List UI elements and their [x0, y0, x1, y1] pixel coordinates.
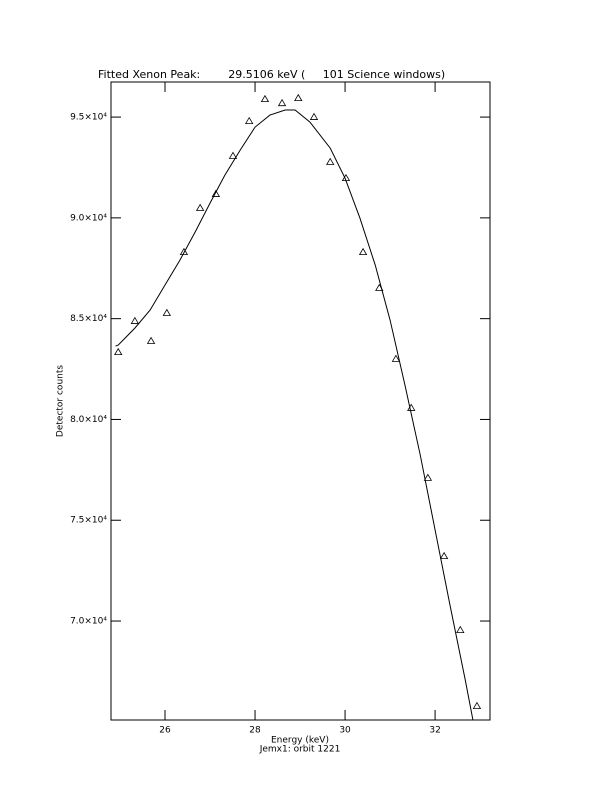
x-axis-label: Energy (keV): [271, 736, 329, 746]
chart-title: Fitted Xenon Peak: 29.5106 keV ( 101 Sci…: [98, 68, 445, 81]
data-point: [472, 701, 482, 709]
y-tick-label: 9.5×10⁴: [70, 113, 107, 123]
y-tick-label: 8.5×10⁴: [70, 314, 107, 324]
plot-frame: [110, 81, 491, 721]
plot-area: [114, 93, 482, 720]
x-tick-label: 30: [339, 726, 351, 736]
x-tick-label: 32: [429, 726, 440, 736]
data-point: [391, 354, 401, 362]
x-tick-label: 26: [159, 726, 171, 736]
data-point: [211, 189, 221, 197]
data-point: [179, 247, 189, 256]
data-point: [146, 336, 156, 344]
y-tick-label: 7.0×10⁴: [70, 617, 107, 627]
subtitle: Jemx1: orbit 1221: [259, 745, 341, 755]
data-point: [277, 98, 287, 107]
data-point: [162, 308, 172, 316]
y-tick-label: 7.5×10⁴: [70, 516, 107, 526]
data-point: [130, 316, 140, 324]
data-point: [423, 473, 433, 481]
fit-line: [115, 109, 474, 720]
data-point: [294, 93, 303, 102]
data-point: [228, 151, 238, 159]
data-point: [456, 625, 465, 633]
data-point: [326, 157, 335, 165]
data-point: [260, 94, 270, 103]
data-point: [439, 551, 449, 560]
data-point: [244, 116, 254, 125]
y-axis-label: Detector counts: [56, 365, 66, 437]
y-tick-label: 9.0×10⁴: [70, 213, 107, 223]
data-point: [309, 112, 319, 120]
data-point: [195, 203, 205, 211]
x-tick-label: 28: [249, 726, 261, 736]
data-point: [114, 347, 123, 356]
y-tick-label: 8.0×10⁴: [70, 415, 107, 425]
data-point: [358, 247, 368, 256]
